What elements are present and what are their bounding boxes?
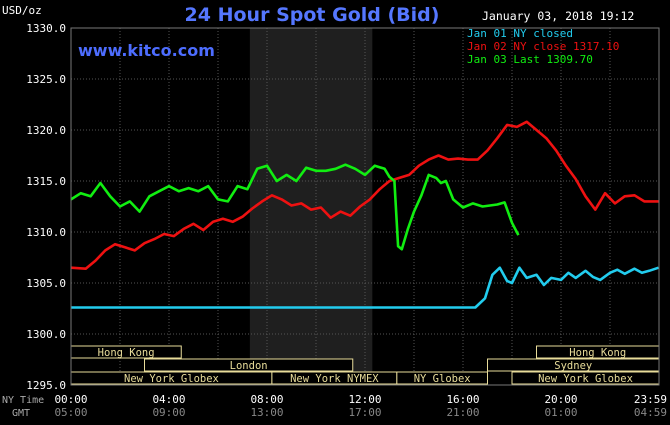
y-tick-label: 1315.0 [26, 175, 66, 188]
x-tick-label-gmt: 21:00 [446, 406, 479, 419]
brand-label: www.kitco.com [78, 41, 215, 60]
x-tick-label-gmt: 04:59 [634, 406, 667, 419]
session-label: New York NYMEX [290, 373, 379, 385]
session-label: Hong Kong [569, 347, 626, 359]
session-label: Hong Kong [98, 347, 155, 359]
axes: 1295.0 1300.0 1305.0 1310.0 1315.0 1320.0 1325… [26, 22, 667, 419]
legend-item-jan02: Jan 02 NY close 1317.10 [467, 40, 619, 53]
session-label: New York Globex [538, 373, 633, 385]
series-line [71, 266, 659, 309]
y-tick-label: 1295.0 [26, 379, 66, 392]
gmt-row-label: GMT [12, 408, 30, 419]
x-tick-label-ny: 12:00 [348, 393, 381, 406]
x-tick-label-gmt: 13:00 [250, 406, 283, 419]
timestamp-label: January 03, 2018 19:12 [482, 9, 634, 23]
x-tick-label-ny: 08:00 [250, 393, 283, 406]
session-label: New York Globex [124, 373, 219, 385]
x-tick-label-gmt: 01:00 [544, 406, 577, 419]
series-line [70, 120, 659, 271]
x-tick-label-ny: 20:00 [544, 393, 577, 406]
legend: Jan 01 NY closed Jan 02 NY close 1317.10… [467, 27, 619, 66]
x-tick-label-ny: 04:00 [152, 393, 185, 406]
x-tick-label-gmt: 05:00 [54, 406, 87, 419]
plot-border [70, 27, 660, 386]
chart-title: 24 Hour Spot Gold (Bid) [185, 4, 440, 26]
series-line [70, 163, 520, 251]
y-tick-label: 1310.0 [26, 226, 66, 239]
y-tick-label: 1320.0 [26, 124, 66, 137]
x-tick-label-ny: 23:59 [634, 393, 667, 406]
session-label: London [230, 360, 268, 372]
legend-item-jan03: Jan 03 Last 1309.70 [467, 53, 593, 66]
y-tick-label: 1305.0 [26, 277, 66, 290]
session-bar [396, 371, 489, 385]
y-tick-label: 1330.0 [26, 22, 66, 35]
price-series [70, 120, 659, 309]
x-tick-label-ny: 00:00 [54, 393, 87, 406]
ny-time-row-label: NY Time [2, 395, 44, 406]
session-bar [144, 358, 354, 372]
units-label: USD/oz [2, 4, 42, 17]
x-tick-label-gmt: 17:00 [348, 406, 381, 419]
y-tick-label: 1325.0 [26, 73, 66, 86]
y-tick-label: 1300.0 [26, 328, 66, 341]
session-label: NY Globex [414, 373, 471, 385]
x-tick-label-ny: 16:00 [446, 393, 479, 406]
ny-session-shading [249, 28, 373, 385]
session-label: Sydney [554, 360, 592, 372]
legend-item-jan01: Jan 01 NY closed [467, 27, 573, 40]
x-tick-label-gmt: 09:00 [152, 406, 185, 419]
